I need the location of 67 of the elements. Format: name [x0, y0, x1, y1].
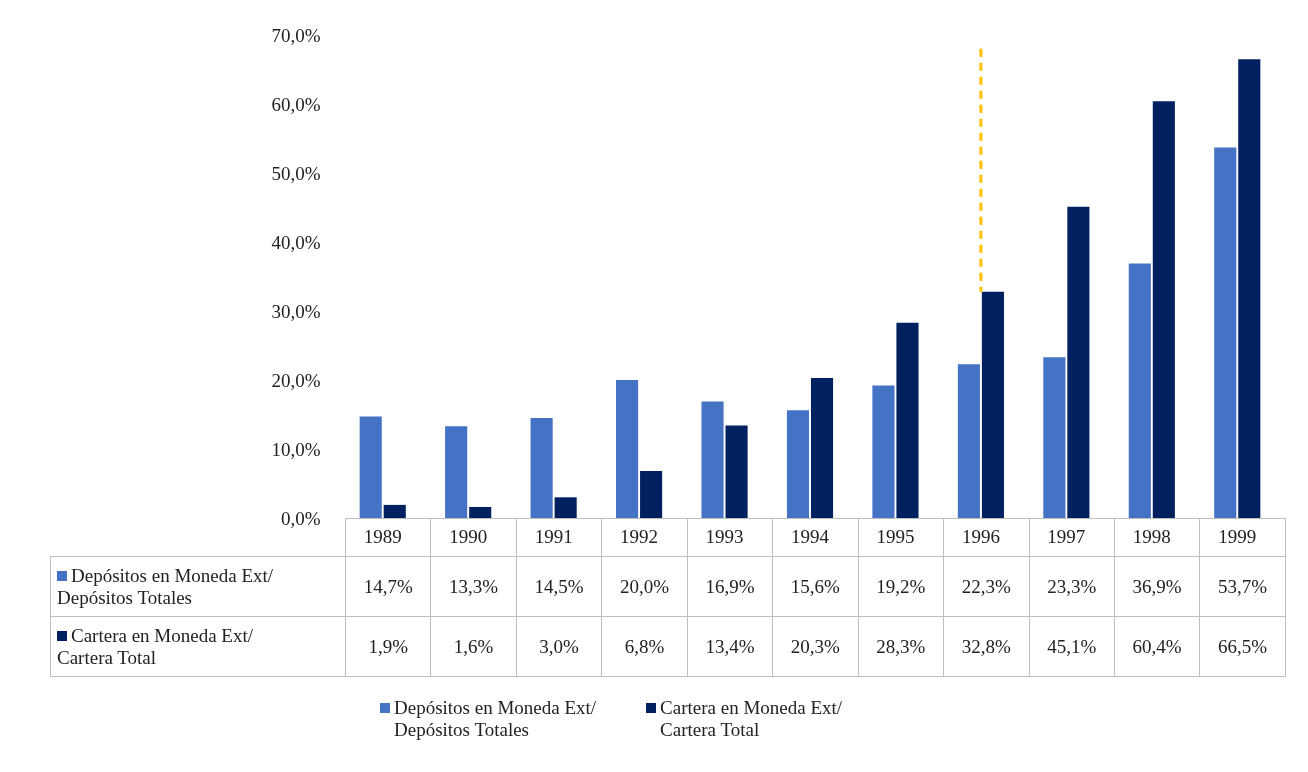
- bar: [1238, 59, 1261, 518]
- bar: [359, 416, 382, 518]
- data-label: 15,6%: [772, 556, 859, 617]
- bar: [616, 380, 639, 518]
- data-label: 53,7%: [1199, 556, 1286, 617]
- bar: [872, 385, 895, 518]
- bar: [786, 410, 810, 518]
- bar: [896, 322, 919, 518]
- bar: [1067, 206, 1090, 518]
- bar: [445, 426, 468, 518]
- legend-label: Cartera en Moneda Ext/ Cartera Total: [50, 616, 346, 677]
- data-label: 28,3%: [858, 616, 944, 677]
- y-tick-label: 20,0%: [271, 369, 321, 391]
- x-tick-label: 1995: [876, 525, 915, 547]
- x-tick-label: 1998: [1132, 525, 1171, 547]
- x-tick-label: 1996: [961, 525, 1000, 547]
- bar: [810, 377, 834, 518]
- x-tick-label: 1993: [705, 525, 744, 547]
- y-tick-label: 70,0%: [271, 24, 321, 46]
- y-tick-label: 40,0%: [271, 231, 321, 253]
- bar: [469, 506, 492, 518]
- data-label: 13,4%: [687, 616, 773, 677]
- data-label: 3,0%: [516, 616, 602, 677]
- x-tick-label: 1989: [363, 525, 402, 547]
- data-label: 45,1%: [1029, 616, 1115, 677]
- bar: [640, 471, 663, 518]
- data-label: 14,5%: [516, 556, 602, 617]
- bar: [701, 401, 724, 518]
- text: Depósitos en Moneda Ext/ Depósitos Totales: [394, 697, 597, 740]
- bar: [554, 497, 577, 518]
- data-label: 1,6%: [430, 616, 517, 677]
- data-label: 23,3%: [1029, 556, 1115, 617]
- bar: [957, 364, 980, 518]
- bar: [981, 291, 1004, 518]
- data-label: 20,0%: [601, 556, 688, 617]
- data-label: 6,8%: [601, 616, 688, 677]
- data-label: 22,3%: [943, 556, 1029, 617]
- data-label: 1,9%: [345, 616, 431, 677]
- data-label: 36,9%: [1114, 556, 1200, 617]
- y-tick-label: 30,0%: [271, 300, 321, 322]
- bar: [383, 504, 406, 518]
- y-tick-label: 50,0%: [271, 162, 321, 184]
- x-tick-label: 1991: [534, 525, 573, 547]
- y-tick-label: 0,0%: [280, 507, 321, 529]
- data-label: 16,9%: [687, 556, 773, 617]
- data-label: 60,4%: [1114, 616, 1200, 677]
- bar: [1128, 263, 1151, 518]
- y-tick-label: 60,0%: [271, 93, 321, 115]
- data-label: 66,5%: [1199, 616, 1286, 677]
- bar: [1152, 101, 1175, 518]
- data-label: 20,3%: [772, 616, 859, 677]
- legend-label: Depósitos en Moneda Ext/ Depósitos Totales: [50, 556, 346, 617]
- x-tick-label: 1997: [1047, 525, 1086, 547]
- x-tick-label: 1994: [791, 525, 830, 547]
- bar: [1043, 357, 1066, 518]
- x-tick-label: 1990: [449, 525, 488, 547]
- data-label: 14,7%: [345, 556, 431, 617]
- y-tick-label: 10,0%: [271, 438, 321, 460]
- bar: [1214, 147, 1237, 518]
- x-tick-label: 1999: [1218, 525, 1257, 547]
- bar: [530, 417, 553, 518]
- data-label: 13,3%: [430, 556, 517, 617]
- text: Cartera en Moneda Ext/ Cartera Total: [660, 697, 843, 740]
- data-label: 19,2%: [858, 556, 944, 617]
- x-tick-label: 1992: [620, 525, 659, 547]
- data-label: 32,8%: [943, 616, 1029, 677]
- bar: [725, 425, 748, 518]
